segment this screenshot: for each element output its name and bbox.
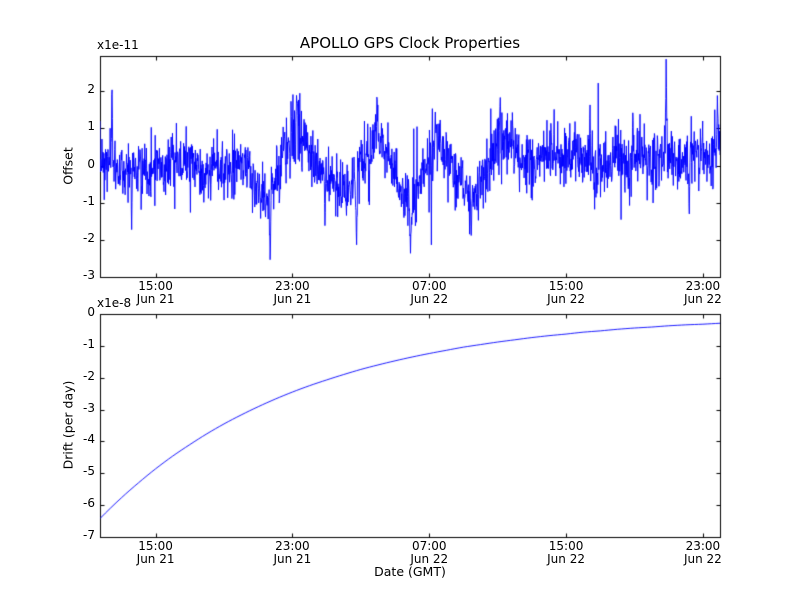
x-tick-date-label: Jun 22	[410, 552, 449, 566]
x-tick-date-label: Jun 21	[136, 552, 175, 566]
x-tick-date-label: Jun 22	[683, 552, 722, 566]
x-tick-date-label: Jun 21	[273, 552, 312, 566]
x-tick-time-label: 15:00	[138, 539, 173, 553]
y-tick-label: -3	[83, 268, 95, 282]
x-tick-time-label: 15:00	[548, 279, 584, 293]
x-tick-time-label: 07:00	[411, 279, 447, 293]
y-tick-label: -4	[83, 432, 95, 447]
x-tick-time-label: 07:00	[411, 539, 447, 553]
y-tick-label: -1	[83, 193, 95, 208]
offset-scale-label: x1e-11	[97, 38, 139, 52]
chart-title: APOLLO GPS Clock Properties	[299, 34, 521, 52]
x-tick-time-label: 15:00	[548, 539, 584, 553]
drift-axis-label: Drift (per day)	[60, 380, 76, 470]
drift-scale-label: x1e-8	[97, 296, 132, 310]
x-tick-time-label: 15:00	[138, 279, 173, 293]
x-tick-time-label: 23:00	[275, 279, 310, 293]
y-tick-label: 0	[87, 156, 95, 171]
y-tick-label: -1	[83, 336, 95, 351]
y-tick-label: -6	[83, 496, 95, 511]
y-tick-label: -7	[83, 528, 95, 542]
x-tick-date-label: Jun 22	[547, 292, 585, 306]
x-tick-time-label: 23:00	[685, 279, 721, 293]
y-tick-label: 1	[87, 119, 95, 134]
y-tick-label: -5	[83, 464, 95, 479]
y-tick-label: 0	[87, 305, 95, 319]
x-tick-date-label: Jun 21	[136, 292, 175, 306]
y-tick-label: 2	[87, 82, 95, 97]
x-tick-date-label: Jun 22	[683, 292, 722, 306]
x-tick-date-label: Jun 22	[547, 552, 585, 566]
x-tick-date-label: Jun 22	[410, 292, 449, 306]
x-tick-time-label: 23:00	[275, 539, 310, 553]
x-tick-time-label: 23:00	[685, 539, 721, 553]
y-tick-label: -3	[83, 400, 95, 415]
x-axis-label: Date (GMT)	[374, 564, 446, 579]
x-tick-date-label: Jun 21	[273, 292, 312, 306]
y-tick-label: -2	[83, 368, 95, 383]
y-tick-label: -2	[83, 230, 95, 245]
